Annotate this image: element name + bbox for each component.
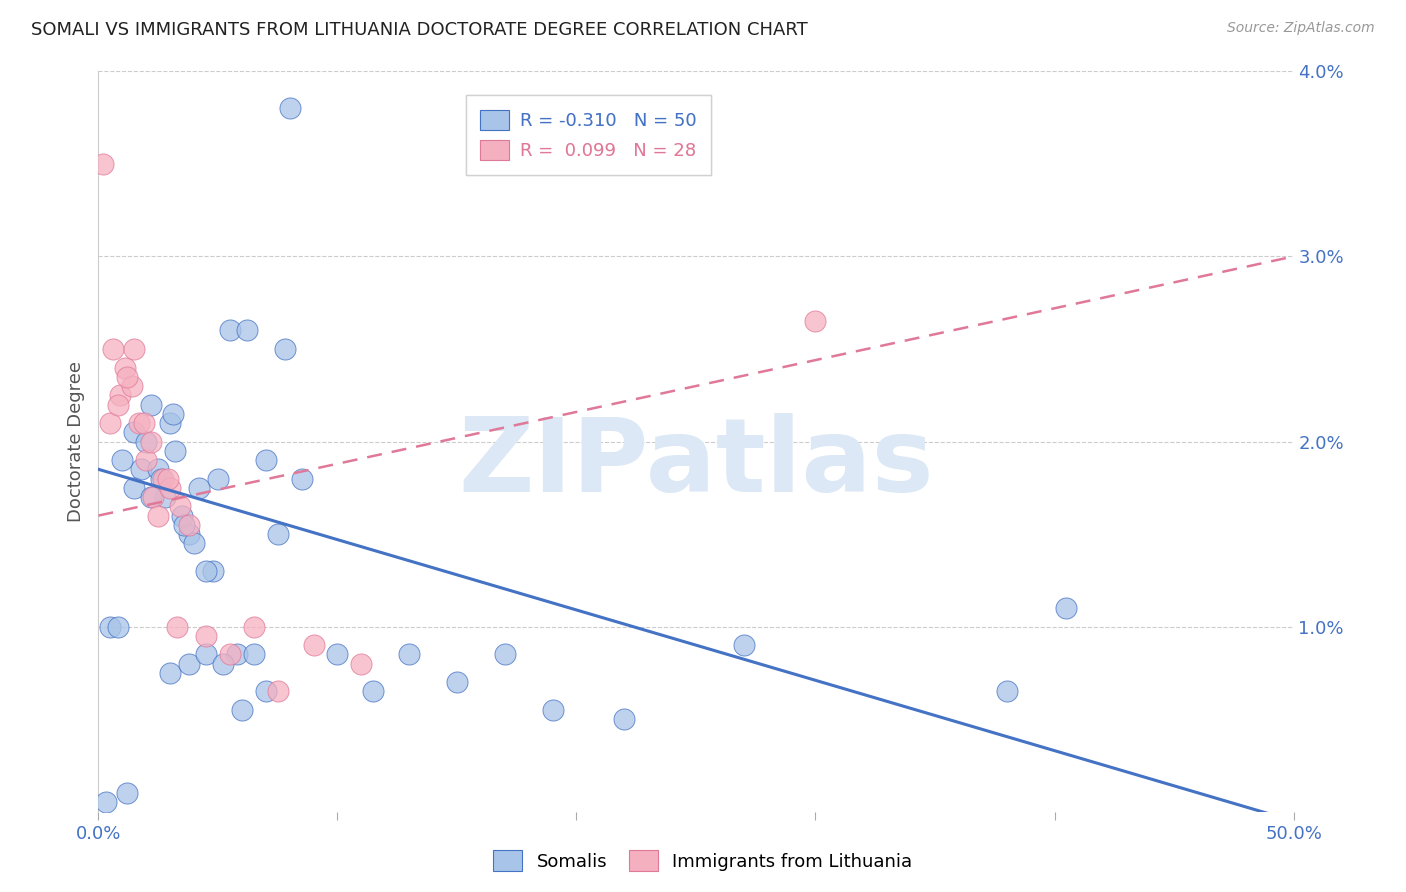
Point [494,648,516,662]
Point [291,471,314,485]
Point [114,360,136,375]
Point [152,471,174,485]
Point [124,481,146,495]
Point [148,508,170,523]
Point [139,434,162,449]
Point [202,564,225,578]
Point [173,517,195,532]
Point [149,471,172,485]
Point [162,407,184,421]
Point [98,619,122,633]
Point [254,453,277,467]
Text: Source: ZipAtlas.com: Source: ZipAtlas.com [1227,21,1375,35]
Point [94,796,117,810]
Point [243,648,266,662]
Point [131,462,153,476]
Point [350,657,373,671]
Point [91,157,114,171]
Point [142,490,165,504]
Point [159,665,181,680]
Point [111,453,134,467]
Point [163,443,186,458]
Point [98,416,122,430]
Point [101,342,124,356]
Point [302,638,325,652]
Point [274,342,297,356]
Point [121,379,143,393]
Point [128,416,150,430]
Point [207,471,229,485]
Point [155,490,177,504]
Point [107,619,129,633]
Point [124,425,146,440]
Point [243,619,266,633]
Legend: Somalis, Immigrants from Lithuania: Somalis, Immigrants from Lithuania [486,843,920,879]
Point [235,324,257,338]
Point [124,342,146,356]
Point [135,434,157,449]
Point [226,648,249,662]
Point [139,398,162,412]
Point [166,619,188,633]
Point [231,703,253,717]
Point [267,527,290,541]
Point [187,481,209,495]
Point [254,684,277,698]
Point [159,481,181,495]
Point [326,648,349,662]
Point [115,369,138,384]
Point [135,453,157,467]
Y-axis label: Doctorate Degree: Doctorate Degree [66,361,84,522]
Point [108,388,131,402]
Point [139,490,162,504]
Point [159,416,181,430]
Point [195,629,218,643]
Point [179,517,201,532]
Point [132,416,155,430]
Point [219,648,242,662]
Point [613,712,636,726]
Point [115,786,138,800]
Point [148,462,170,476]
Point [278,102,301,116]
Point [183,536,205,550]
Point [995,684,1018,698]
Point [172,508,194,523]
Legend: R = -0.310   N = 50, R =  0.099   N = 28: R = -0.310 N = 50, R = 0.099 N = 28 [465,95,711,175]
Point [179,657,201,671]
Point [804,314,827,328]
Text: ZIPatlas: ZIPatlas [458,413,934,515]
Point [267,684,290,698]
Point [156,471,179,485]
Point [446,675,468,690]
Point [398,648,420,662]
Point [541,703,564,717]
Point [219,324,242,338]
Point [107,398,129,412]
Point [211,657,233,671]
Point [733,638,755,652]
Point [1056,601,1078,615]
Point [195,564,218,578]
Point [195,648,218,662]
Point [179,527,201,541]
Point [169,500,191,514]
Point [363,684,385,698]
Text: SOMALI VS IMMIGRANTS FROM LITHUANIA DOCTORATE DEGREE CORRELATION CHART: SOMALI VS IMMIGRANTS FROM LITHUANIA DOCT… [31,21,807,38]
